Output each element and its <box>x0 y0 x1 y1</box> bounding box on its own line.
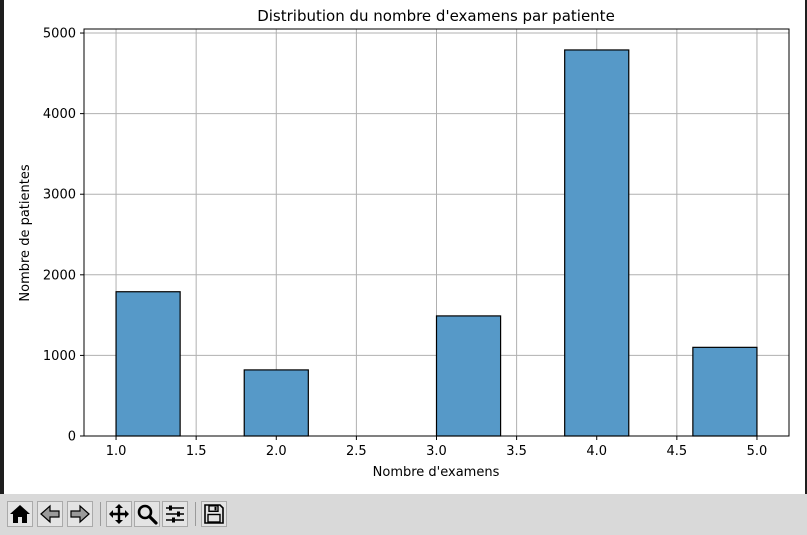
y-tick-label: 1000 <box>43 349 76 364</box>
y-tick-label: 0 <box>68 430 76 445</box>
y-tick-label: 5000 <box>43 27 76 42</box>
histogram-bar <box>243 369 309 437</box>
configure-subplots-button[interactable] <box>162 501 188 527</box>
y-axis-label: Nombre de patientes <box>18 164 33 301</box>
y-tick-label: 4000 <box>43 107 76 122</box>
x-axis-label: Nombre d'examens <box>373 465 500 480</box>
pan-button[interactable] <box>106 501 132 527</box>
arrow-left-icon <box>40 504 60 524</box>
x-tick-label: 2.0 <box>266 444 287 459</box>
x-tick-label: 2.5 <box>346 444 367 459</box>
right-window-edge <box>805 0 807 494</box>
x-tick-label: 1.0 <box>106 444 127 459</box>
navigation-toolbar <box>0 494 807 535</box>
left-window-edge <box>0 0 4 494</box>
back-button[interactable] <box>37 501 63 527</box>
x-tick-label: 4.0 <box>586 444 607 459</box>
move-icon <box>109 504 129 524</box>
y-tick-label: 3000 <box>43 188 76 203</box>
x-tick-label: 3.5 <box>506 444 527 459</box>
forward-button[interactable] <box>67 501 93 527</box>
x-tick-label: 3.0 <box>426 444 447 459</box>
arrow-right-icon <box>70 504 90 524</box>
floppy-disk-icon <box>204 504 224 524</box>
home-button[interactable] <box>7 501 33 527</box>
histogram-bar <box>692 346 758 437</box>
chart-title: Distribution du nombre d'examens par pat… <box>257 7 615 25</box>
chart-figure: 1.0 1.5 2.0 2.5 3.0 3.5 4.0 4.5 5.0 0 1000 2000 3000… <box>18 7 790 480</box>
y-tick-label: 2000 <box>43 268 76 283</box>
toolbar-separator <box>195 502 196 526</box>
toolbar-separator <box>100 502 101 526</box>
x-tick-label: 4.5 <box>666 444 687 459</box>
histogram-bar <box>564 49 630 437</box>
x-tick-label: 1.5 <box>186 444 207 459</box>
magnifier-icon <box>137 504 158 525</box>
x-tick-label: 5.0 <box>747 444 768 459</box>
sliders-icon <box>166 505 184 523</box>
save-button[interactable] <box>201 501 227 527</box>
zoom-button[interactable] <box>134 501 160 527</box>
home-icon <box>10 505 30 523</box>
histogram-bar <box>435 315 502 437</box>
histogram-bar <box>115 291 181 437</box>
